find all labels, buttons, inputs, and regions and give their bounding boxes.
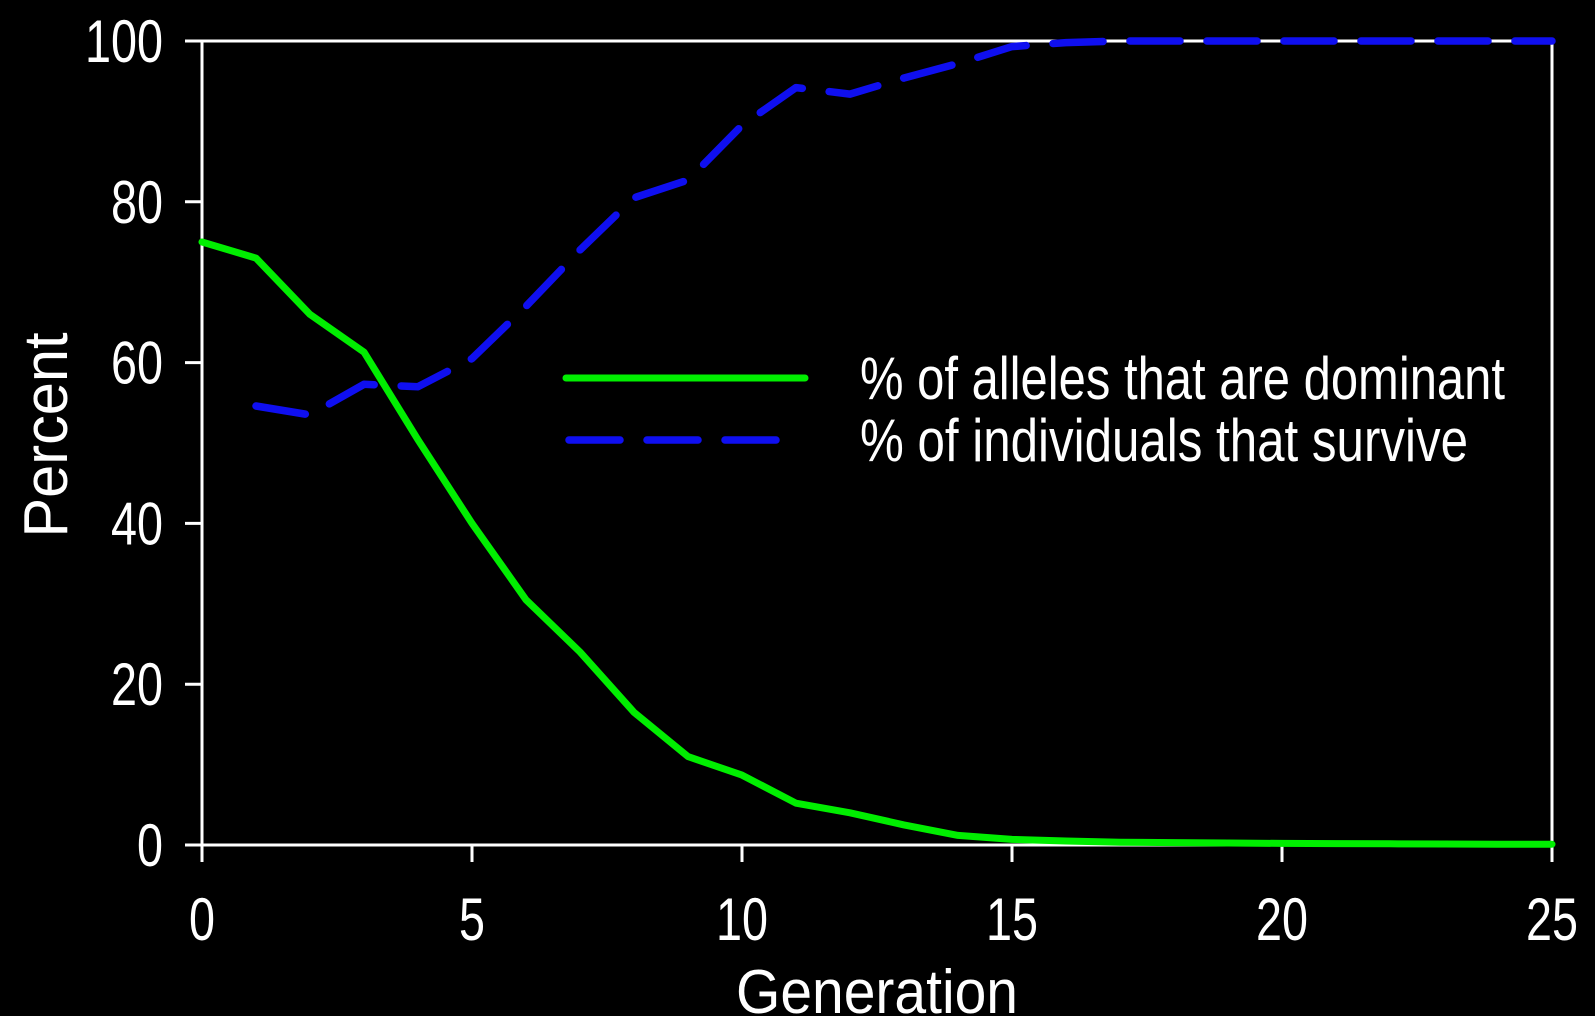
legend: % of alleles that are dominant % of indi… [562, 345, 1505, 474]
x-tick-label: 15 [986, 886, 1038, 953]
plot-area-border [200, 39, 1554, 847]
y-tick-label: 80 [111, 169, 163, 236]
y-axis-title: Percent [12, 333, 81, 538]
x-tick-label: 25 [1526, 886, 1578, 953]
y-axis-ticks [185, 39, 202, 847]
y-tick-label: 40 [111, 490, 163, 557]
y-tick-label: 100 [85, 8, 163, 75]
x-tick-label: 5 [459, 886, 485, 953]
series-line-surviving-individuals [252, 37, 1556, 419]
y-tick-label: 0 [137, 812, 163, 879]
x-tick-label: 10 [716, 886, 768, 953]
series-line-dominant-alleles [198, 238, 1556, 848]
legend-label-surviving-individuals: % of individuals that survive [860, 407, 1468, 474]
x-axis-title: Generation [736, 958, 1018, 1016]
x-tick-label: 20 [1256, 886, 1308, 953]
x-axis-tick-labels: 0 5 10 15 20 25 [189, 886, 1578, 953]
x-axis-ticks [200, 845, 1554, 862]
legend-label-dominant-alleles: % of alleles that are dominant [860, 345, 1505, 412]
y-axis-tick-labels: 0 20 40 60 80 100 [85, 8, 163, 879]
y-tick-label: 60 [111, 330, 163, 397]
y-tick-label: 20 [111, 651, 163, 718]
x-tick-label: 0 [189, 886, 215, 953]
